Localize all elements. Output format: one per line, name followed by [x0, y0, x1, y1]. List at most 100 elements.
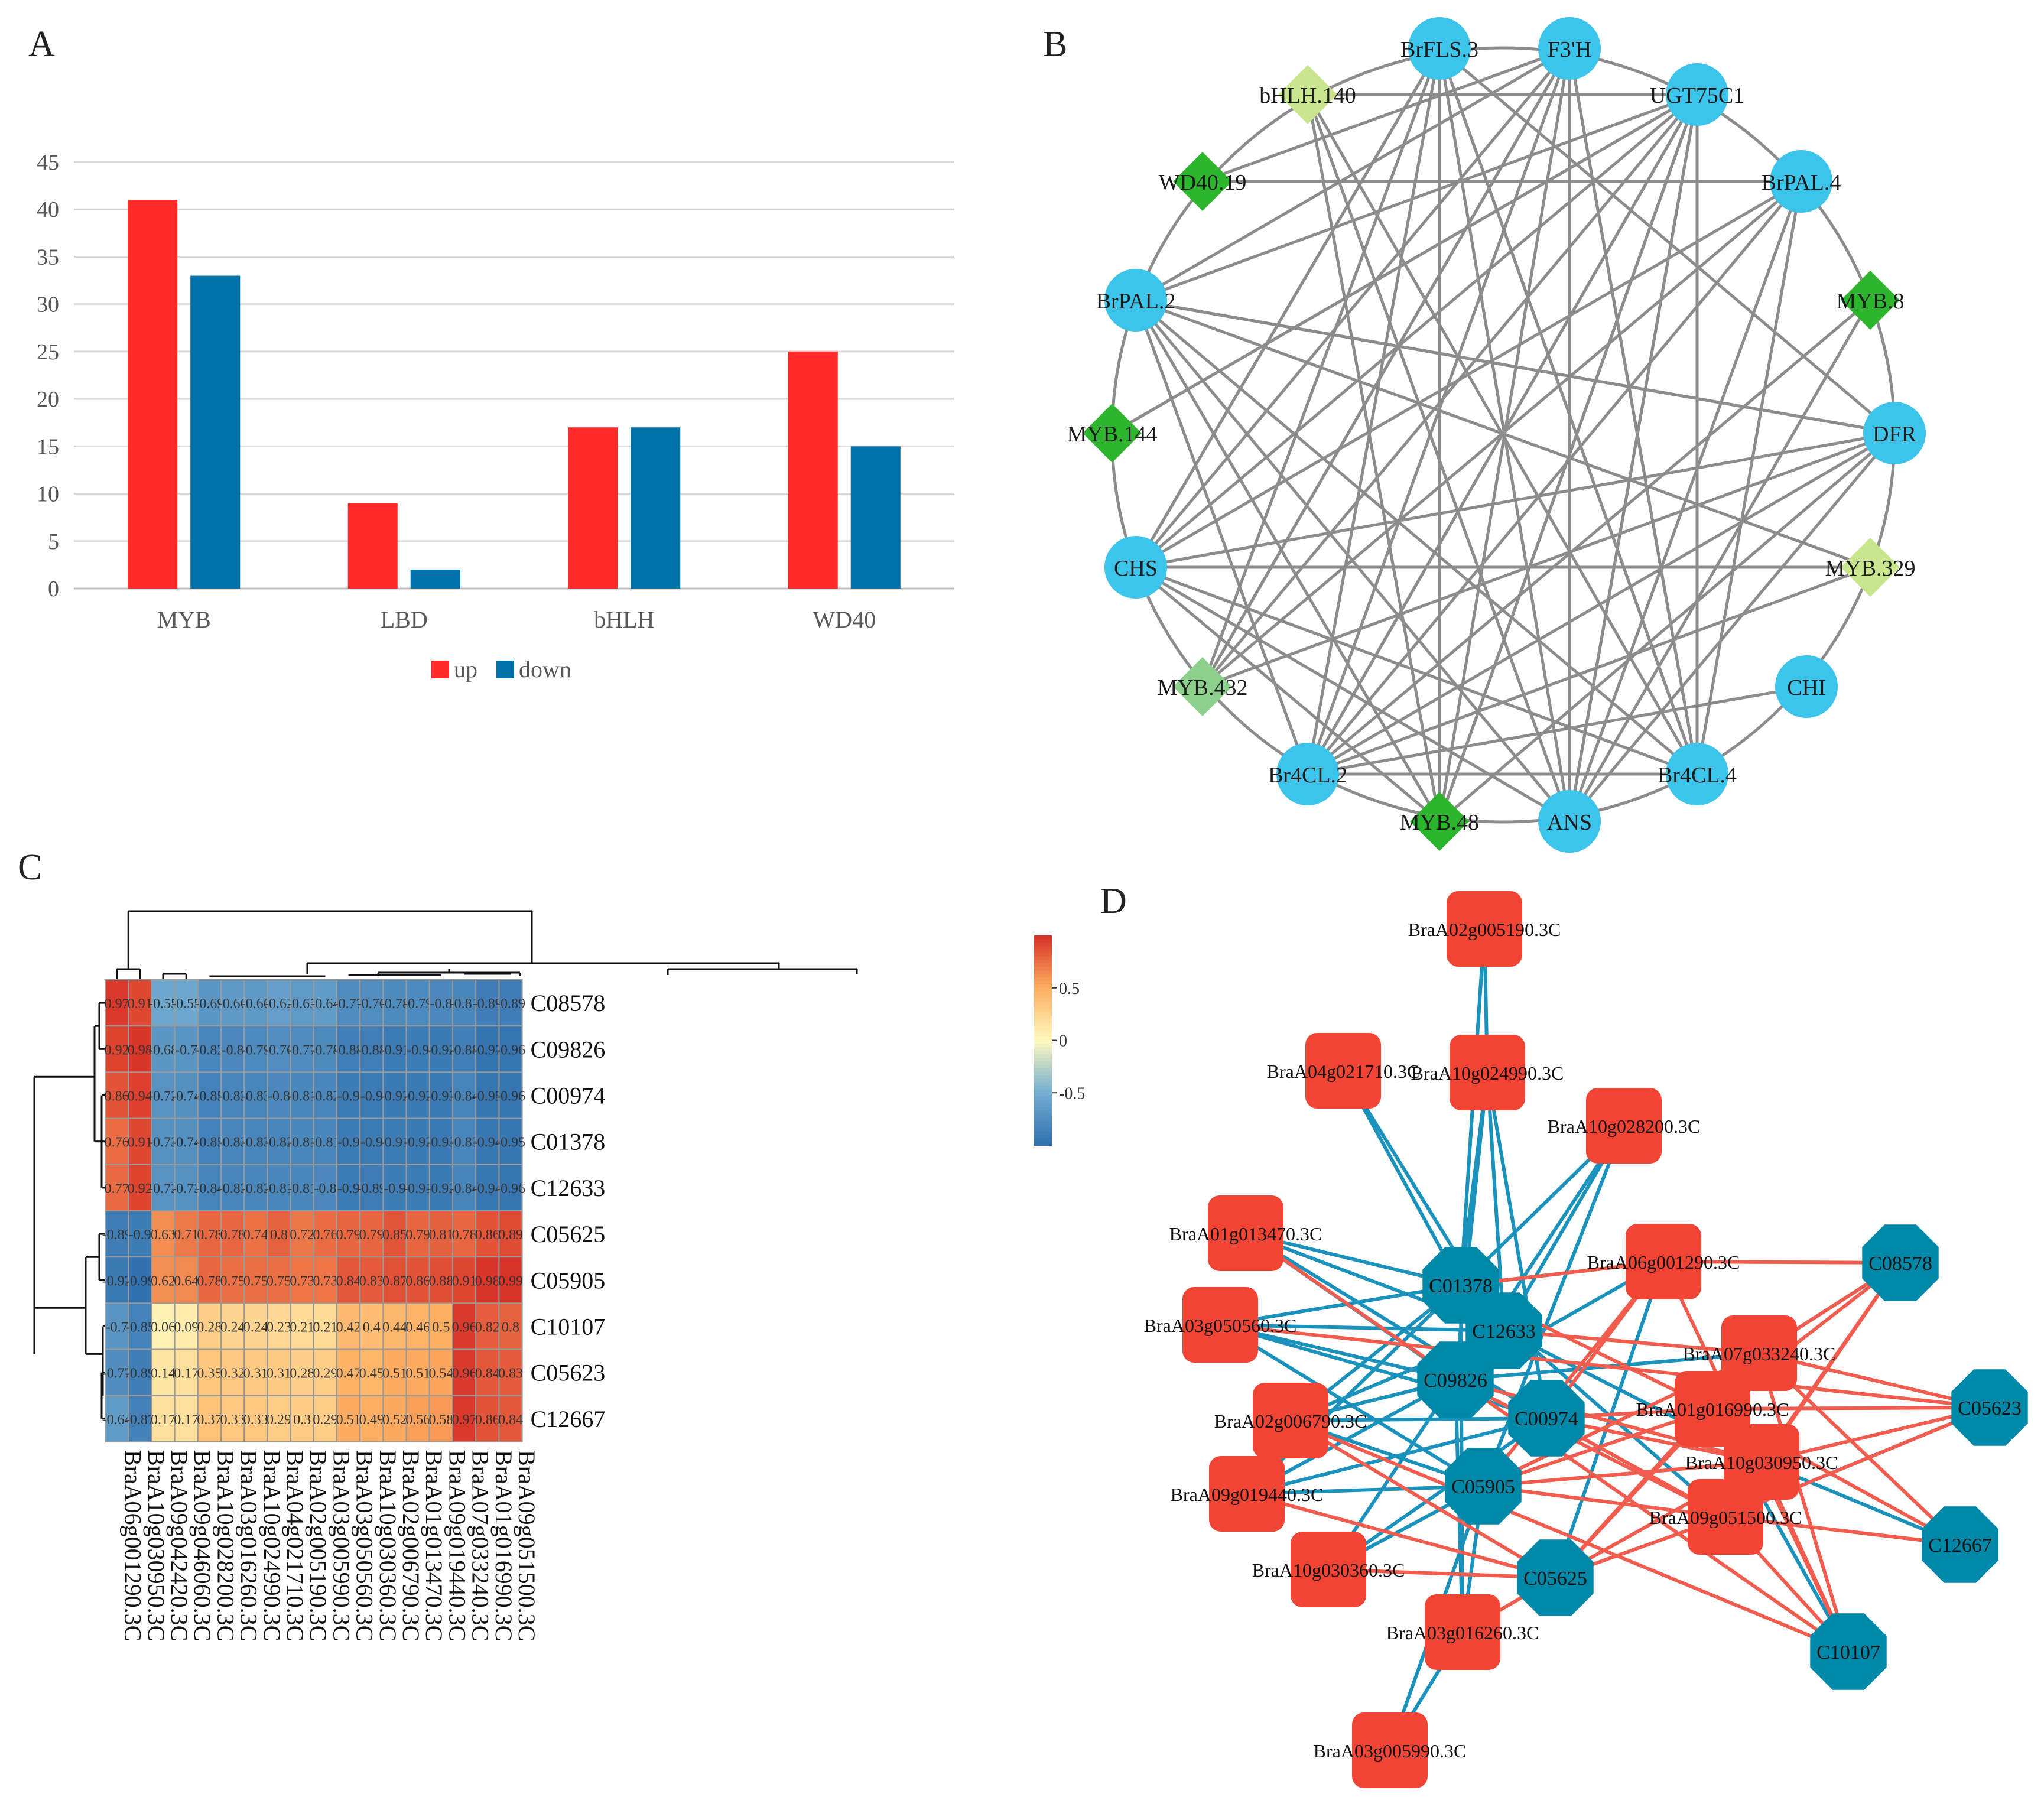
node-diamond	[1278, 65, 1337, 124]
gene-label: BraA09g019440.3C	[1171, 1484, 1324, 1505]
edge-red	[1220, 1323, 1990, 1409]
row-label: C09826	[531, 1036, 606, 1062]
cell-value: 0.29	[313, 1366, 337, 1382]
gene-node	[1626, 1224, 1701, 1299]
node-circle	[1666, 743, 1728, 805]
cell-value: -0.64	[102, 1412, 132, 1428]
cell-value: -0.72	[148, 1089, 178, 1104]
metabolite-label: C05625	[1523, 1568, 1587, 1590]
legend-swatch-up	[431, 661, 449, 678]
cell-value: 0.51	[405, 1366, 430, 1382]
cell-value: -0.89	[357, 1181, 386, 1197]
heatmap-cell	[498, 979, 523, 1027]
heatmap-cell	[313, 1164, 337, 1212]
metabolite-node	[1810, 1613, 1887, 1690]
legend-gradient-step	[1034, 1029, 1052, 1034]
cell-value: -0.87	[125, 1412, 155, 1428]
edge-red	[1246, 1492, 1556, 1580]
node-circle	[1104, 536, 1167, 599]
heatmap-cell	[382, 1025, 407, 1073]
legend-gradient-step	[1034, 1103, 1052, 1107]
edge	[1438, 47, 1896, 434]
cell-value: 0.32	[220, 1366, 245, 1382]
legend-gradient-step	[1034, 967, 1052, 971]
cell-value: -0.93	[426, 1089, 456, 1104]
edge	[1695, 181, 1803, 775]
cell-value: 0.91	[128, 996, 152, 1012]
heatmap-cell	[267, 1164, 291, 1212]
cell-value: 0.51	[382, 1366, 407, 1382]
cell-value: 0.78	[197, 1273, 222, 1289]
metabolite-node	[1517, 1539, 1594, 1616]
cell-value: -0.85	[194, 1135, 224, 1150]
node-label: MYB.8	[1836, 289, 1904, 314]
cell-value: -0.65	[287, 996, 317, 1012]
legend-tick-label: 0	[1059, 1032, 1067, 1051]
cell-value: 0.97	[452, 1412, 477, 1428]
cell-value: -0.89	[496, 996, 525, 1012]
cell-value: -0.83	[218, 1135, 248, 1150]
cell-value: -0.96	[496, 1042, 525, 1058]
cell-value: 0.47	[336, 1366, 361, 1382]
cell-value: -0.89	[125, 1366, 155, 1382]
gene-node	[1208, 1195, 1283, 1271]
cell-value: -0.84	[194, 1181, 224, 1197]
row-label: C01378	[531, 1129, 606, 1155]
metabolite-label: C12633	[1472, 1321, 1536, 1343]
legend-tick-label: 0.5	[1059, 980, 1080, 998]
cell-value: -0.81	[310, 1135, 340, 1150]
cell-value: 0.76	[313, 1227, 337, 1243]
cell-value: 0.75	[243, 1273, 268, 1289]
cell-value: -0.9	[407, 1042, 429, 1058]
cell-value: 0.29	[267, 1412, 291, 1428]
cell-value: -0.79	[403, 996, 433, 1012]
cell-value: 0.76	[105, 1135, 129, 1150]
heatmap-cell	[498, 1117, 523, 1165]
heatmap-cell	[105, 1348, 129, 1396]
edge	[1135, 47, 1571, 568]
legend-gradient-step	[1034, 1131, 1052, 1136]
cell-value: -0.89	[102, 1227, 132, 1243]
cell-value: 0.28	[290, 1366, 314, 1382]
cell-value: -0.83	[241, 1135, 271, 1150]
cell-value: -0.82	[241, 1181, 271, 1197]
cell-value: -0.9	[360, 1089, 383, 1104]
column-label: BraA07g033240.3C	[467, 1450, 494, 1641]
legend-gradient-step	[1034, 938, 1052, 943]
cell-value: -0.68	[148, 1042, 178, 1058]
heatmap-cell	[428, 1210, 453, 1258]
heatmap-cell	[128, 1025, 152, 1073]
edge-red	[1757, 1353, 1850, 1652]
legend-gradient-step	[1034, 984, 1052, 989]
heatmap-cell	[267, 1071, 291, 1119]
legend-gradient-step	[1034, 1012, 1052, 1017]
node-label: CHI	[1787, 675, 1825, 700]
legend-gradient-step	[1034, 960, 1052, 964]
cell-value: 0.99	[498, 1273, 523, 1289]
metabolite-node	[1445, 1448, 1522, 1525]
heatmap-cell	[105, 979, 129, 1027]
cell-value: -0.97	[473, 1042, 502, 1058]
heatmap-cell	[197, 1117, 222, 1165]
metabolite-label: C01378	[1429, 1275, 1493, 1297]
heatmap-cell	[151, 1395, 176, 1443]
cell-value: -0.91	[380, 1135, 410, 1150]
cell-value: 0.79	[359, 1227, 384, 1243]
y-tick-label: 45	[37, 150, 59, 175]
cell-value: -0.55	[148, 996, 178, 1012]
cell-value: 0.62	[151, 1273, 176, 1289]
edge-red	[1455, 1378, 1762, 1464]
legend-gradient-step	[1034, 1082, 1052, 1087]
legend-gradient-step	[1034, 1002, 1052, 1006]
heatmap-cell	[151, 1256, 176, 1304]
gene-label: BraA10g028200.3C	[1548, 1116, 1701, 1137]
column-label: BraA02g005190.3C	[305, 1450, 332, 1641]
cell-value: 0.8	[270, 1227, 288, 1243]
legend-gradient-step	[1034, 1005, 1052, 1010]
node-diamond	[1083, 404, 1142, 463]
node-label: MYB.329	[1825, 556, 1915, 581]
cell-value: 0.84	[336, 1273, 361, 1289]
cell-value: -0.96	[496, 1089, 525, 1104]
bar-down	[850, 446, 901, 589]
cell-value: 0.84	[498, 1412, 523, 1428]
